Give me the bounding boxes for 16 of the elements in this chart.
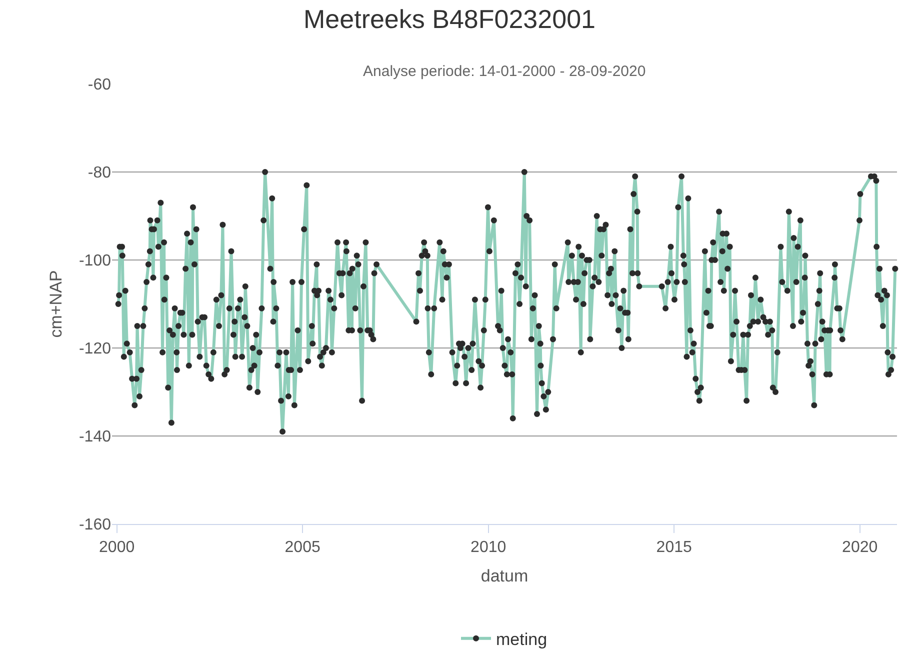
x-tick-label: 2015 bbox=[656, 539, 692, 556]
x-tick-label: 2000 bbox=[99, 539, 135, 556]
y-axis-title: cm+NAP bbox=[46, 270, 66, 338]
y-tick-label: -100 bbox=[78, 252, 112, 270]
legend-label: meting bbox=[496, 630, 548, 649]
x-axis-title: datum bbox=[480, 566, 528, 586]
y-tick-label: -140 bbox=[78, 428, 112, 446]
y-tick-label: -80 bbox=[88, 164, 112, 182]
chart-title: Meetreeks B48F0232001 bbox=[304, 4, 596, 34]
y-tick-label: -120 bbox=[78, 340, 112, 358]
y-tick-label: -160 bbox=[78, 516, 112, 534]
x-tick-label: 2020 bbox=[842, 539, 878, 556]
chart-subtitle: Analyse periode: 14-01-2000 - 28-09-2020 bbox=[363, 63, 646, 80]
y-tick-label: -60 bbox=[88, 76, 112, 94]
x-tick-label: 2010 bbox=[470, 539, 506, 556]
x-tick-label: 2005 bbox=[284, 539, 320, 556]
